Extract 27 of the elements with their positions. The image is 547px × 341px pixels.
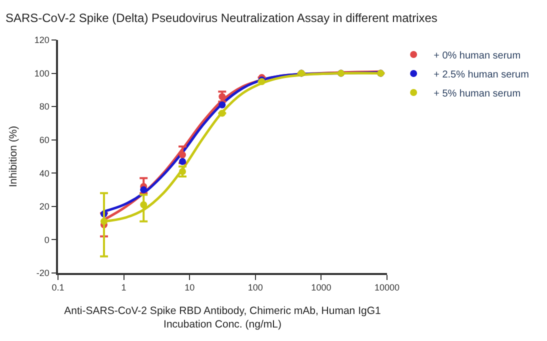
y-tick-label: 0 xyxy=(44,234,50,245)
point xyxy=(179,158,186,165)
x-tick-label: 100 xyxy=(248,282,263,293)
point xyxy=(140,186,148,194)
point xyxy=(100,218,108,225)
x-tick-label: 10000 xyxy=(374,282,400,293)
y-tick-label: 80 xyxy=(39,102,50,112)
y-tick-label: -20 xyxy=(36,268,50,278)
legend-label: + 2.5% human serum xyxy=(434,69,529,80)
x-tick-label: 10 xyxy=(184,282,195,293)
x-tick-label: 1 xyxy=(121,282,126,293)
point xyxy=(218,110,226,117)
y-tick-label: 60 xyxy=(39,135,50,146)
point xyxy=(140,201,148,208)
chart-title: SARS-CoV-2 Spike (Delta) Pseudovirus Neutralization Assay in different matrixes xyxy=(5,11,438,26)
x-axis-title: Anti-SARS-CoV-2 Spike RBD Antibody, Chimeric mAb, Human IgG1 Incubation Conc. (ng/mL) xyxy=(64,304,381,331)
y-tick-label: 20 xyxy=(39,202,50,212)
point xyxy=(179,151,186,158)
y-tick-label: 40 xyxy=(39,168,50,178)
legend-label: + 0% human serum xyxy=(434,50,521,62)
point xyxy=(218,101,226,108)
y-axis-title: Inhibition (%) xyxy=(8,126,20,188)
y-tick-label: 100 xyxy=(34,68,50,78)
x-tick-label: 1000 xyxy=(311,282,332,293)
x-tick-label: 0.1 xyxy=(52,282,64,293)
y-tick-label: 120 xyxy=(34,35,50,46)
legend-label: + 5% human serum xyxy=(434,88,521,100)
